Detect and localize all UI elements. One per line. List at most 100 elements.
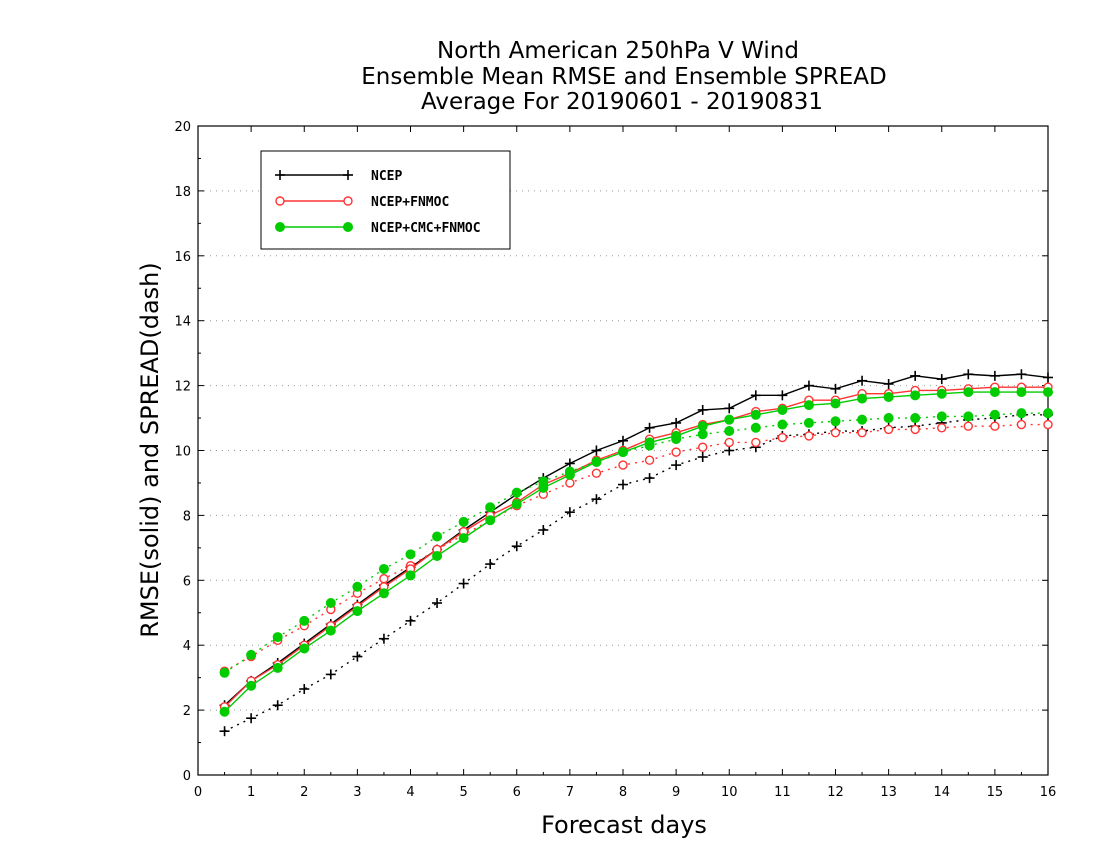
data-point-ncep-rmse bbox=[910, 370, 921, 381]
data-point-ncep-cmc-fnmoc-rmse bbox=[485, 515, 496, 526]
data-point-ncep-fnmoc-spread bbox=[963, 421, 974, 431]
chart-title: North American 250hPa V Wind Ensemble Me… bbox=[361, 38, 886, 115]
data-point-ncep-cmc-fnmoc-spread bbox=[299, 615, 310, 626]
y-tick-label-0: 0 bbox=[183, 769, 191, 784]
data-point-ncep-spread bbox=[671, 460, 682, 471]
data-point-ncep-cmc-fnmoc-rmse bbox=[910, 390, 921, 401]
data-point-ncep-fnmoc-spread bbox=[910, 424, 920, 435]
data-point-ncep-cmc-fnmoc-rmse bbox=[564, 469, 575, 480]
data-point-ncep-cmc-fnmoc-spread bbox=[750, 422, 761, 433]
data-point-ncep-fnmoc-spread bbox=[937, 423, 947, 433]
x-tick-label-5: 5 bbox=[459, 785, 467, 800]
data-point-ncep-fnmoc-spread bbox=[1016, 419, 1027, 430]
data-point-ncep-cmc-fnmoc-rmse bbox=[936, 388, 947, 399]
data-point-ncep-fnmoc-spread bbox=[804, 431, 814, 441]
x-tick-label-7: 7 bbox=[566, 785, 574, 800]
data-point-ncep-rmse bbox=[989, 370, 1000, 381]
data-point-ncep-spread bbox=[246, 713, 257, 724]
series-line-ncep-spread bbox=[224, 414, 1048, 732]
data-point-ncep-cmc-fnmoc-rmse bbox=[272, 662, 283, 673]
data-point-ncep-fnmoc-spread bbox=[591, 468, 602, 478]
data-point-ncep-cmc-fnmoc-spread bbox=[325, 598, 336, 609]
data-point-ncep-fnmoc-spread bbox=[724, 437, 734, 448]
legend-marker-start bbox=[275, 222, 285, 232]
series-ncep-cmc-fnmoc-rmse bbox=[219, 387, 1053, 717]
data-point-ncep-cmc-fnmoc-rmse bbox=[1016, 387, 1027, 398]
data-point-ncep-cmc-fnmoc-spread bbox=[352, 581, 363, 592]
data-point-ncep-spread bbox=[432, 598, 443, 609]
data-point-ncep-cmc-fnmoc-rmse bbox=[857, 393, 868, 404]
data-point-ncep-spread bbox=[299, 684, 310, 695]
series-line-ncep-fnmoc-spread bbox=[224, 423, 1048, 672]
data-point-ncep-cmc-fnmoc-spread bbox=[272, 632, 283, 643]
data-point-ncep-cmc-fnmoc-spread bbox=[405, 549, 416, 560]
x-tick-label-11: 11 bbox=[774, 785, 791, 800]
data-point-ncep-fnmoc-spread bbox=[618, 460, 628, 470]
x-tick-label-8: 8 bbox=[619, 785, 627, 800]
data-point-ncep-cmc-fnmoc-rmse bbox=[538, 482, 549, 493]
data-point-ncep-cmc-fnmoc-spread bbox=[724, 426, 735, 437]
legend-entry-ncep: NCEP bbox=[275, 169, 402, 184]
y-tick-label-20: 20 bbox=[174, 120, 191, 135]
data-point-ncep-rmse bbox=[671, 417, 682, 428]
data-point-ncep-cmc-fnmoc-spread bbox=[458, 516, 469, 527]
data-point-ncep-cmc-fnmoc-spread bbox=[936, 411, 947, 422]
data-point-ncep-rmse bbox=[857, 375, 868, 386]
data-point-ncep-rmse bbox=[697, 404, 708, 415]
data-point-ncep-cmc-fnmoc-rmse bbox=[671, 430, 682, 441]
data-point-ncep-spread bbox=[272, 700, 283, 711]
legend-label-ncep-fnmoc: NCEP+FNMOC bbox=[371, 195, 449, 210]
data-point-ncep-cmc-fnmoc-rmse bbox=[325, 625, 336, 636]
data-point-ncep-fnmoc-spread bbox=[777, 432, 788, 443]
data-point-ncep-cmc-fnmoc-spread bbox=[219, 667, 230, 678]
y-tick-label-6: 6 bbox=[183, 574, 191, 589]
x-tick-label-10: 10 bbox=[721, 785, 738, 800]
data-point-ncep-spread bbox=[219, 726, 230, 737]
legend-marker-start bbox=[275, 170, 285, 180]
legend-label-ncep-cmc-fnmoc: NCEP+CMC+FNMOC bbox=[371, 221, 481, 236]
x-axis-label: Forecast days bbox=[541, 811, 707, 839]
data-point-ncep-rmse bbox=[591, 445, 602, 456]
data-point-ncep-spread bbox=[697, 451, 708, 462]
x-tick-label-2: 2 bbox=[300, 785, 308, 800]
data-point-ncep-cmc-fnmoc-rmse bbox=[511, 499, 522, 510]
x-tick-label-6: 6 bbox=[513, 785, 521, 800]
data-point-ncep-fnmoc-spread bbox=[644, 455, 655, 465]
y-tick-label-12: 12 bbox=[174, 380, 191, 395]
series-ncep-fnmoc-spread bbox=[219, 419, 1053, 676]
data-point-ncep-cmc-fnmoc-rmse bbox=[963, 387, 974, 398]
data-point-ncep-cmc-fnmoc-rmse bbox=[750, 409, 761, 420]
legend-marker-end bbox=[343, 222, 353, 232]
data-point-ncep-fnmoc-spread bbox=[565, 478, 575, 488]
data-point-ncep-cmc-fnmoc-spread bbox=[1043, 408, 1053, 419]
data-point-ncep-spread bbox=[564, 507, 575, 518]
y-axis-label: RMSE(solid) and SPREAD(dash) bbox=[136, 262, 164, 638]
data-point-ncep-rmse bbox=[750, 390, 761, 401]
data-point-ncep-fnmoc-spread bbox=[830, 427, 841, 438]
x-tick-label-16: 16 bbox=[1040, 785, 1057, 800]
x-tick-label-12: 12 bbox=[827, 785, 844, 800]
y-tick-label-16: 16 bbox=[174, 250, 191, 265]
data-point-ncep-spread bbox=[511, 541, 522, 552]
data-point-ncep-cmc-fnmoc-rmse bbox=[591, 456, 602, 467]
series-line-ncep-cmc-fnmoc-spread bbox=[224, 412, 1048, 674]
data-point-ncep-rmse bbox=[644, 422, 655, 433]
y-tick-label-8: 8 bbox=[183, 509, 191, 524]
data-point-ncep-cmc-fnmoc-rmse bbox=[989, 387, 1000, 398]
x-tick-label-1: 1 bbox=[247, 785, 255, 800]
data-point-ncep-rmse bbox=[777, 390, 788, 401]
y-tick-label-14: 14 bbox=[174, 315, 191, 330]
data-point-ncep-spread bbox=[538, 525, 549, 536]
data-point-ncep-rmse bbox=[1043, 372, 1053, 383]
data-point-ncep-cmc-fnmoc-spread bbox=[378, 563, 389, 574]
data-point-ncep-cmc-fnmoc-rmse bbox=[432, 550, 443, 561]
series-ncep-fnmoc-rmse bbox=[219, 382, 1053, 712]
data-point-ncep-cmc-fnmoc-rmse bbox=[883, 391, 894, 402]
legend-label-ncep: NCEP bbox=[371, 169, 402, 184]
data-point-ncep-spread bbox=[724, 445, 735, 456]
data-point-ncep-spread bbox=[325, 669, 336, 680]
data-point-ncep-spread bbox=[352, 651, 363, 662]
y-tick-label-4: 4 bbox=[183, 639, 191, 654]
data-point-ncep-cmc-fnmoc-spread bbox=[857, 414, 868, 425]
